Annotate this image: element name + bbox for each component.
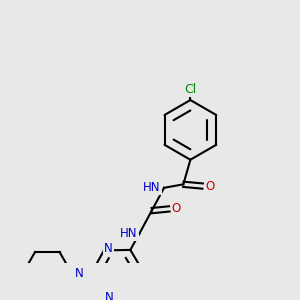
Text: N: N: [104, 242, 113, 255]
Text: O: O: [205, 180, 214, 193]
Text: N: N: [74, 267, 83, 280]
Text: HN: HN: [143, 181, 160, 194]
Text: N: N: [105, 291, 113, 300]
Text: Cl: Cl: [184, 83, 196, 96]
Text: O: O: [172, 202, 181, 215]
Text: HN: HN: [120, 227, 138, 240]
